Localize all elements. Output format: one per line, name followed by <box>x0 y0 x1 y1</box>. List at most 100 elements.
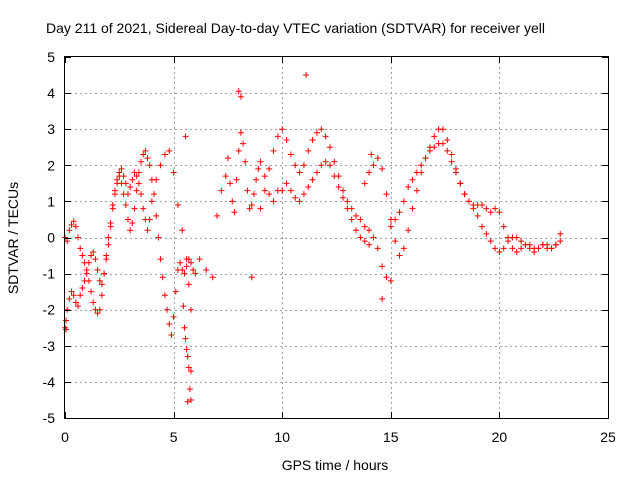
data-point <box>496 209 503 216</box>
data-point <box>181 270 188 277</box>
data-point <box>127 227 134 234</box>
data-point <box>483 205 490 212</box>
data-point <box>331 173 338 180</box>
data-point <box>392 238 399 245</box>
data-point <box>526 245 533 252</box>
data-point <box>283 137 290 144</box>
data-point <box>557 238 564 245</box>
data-point <box>224 155 231 162</box>
y-tick-label: 5 <box>47 49 55 65</box>
data-point <box>237 129 244 136</box>
data-point <box>64 306 71 313</box>
data-point <box>209 274 216 281</box>
y-tick-label: 0 <box>47 230 55 246</box>
data-point <box>122 180 129 187</box>
data-point <box>229 198 236 205</box>
chart-title: Day 211 of 2021, Sidereal Day-to-day VTE… <box>46 20 545 36</box>
data-point <box>287 187 294 194</box>
data-point <box>144 155 151 162</box>
data-point <box>250 191 257 198</box>
data-point <box>79 285 86 292</box>
data-point <box>72 223 79 230</box>
data-point <box>153 212 160 219</box>
data-point <box>146 162 153 169</box>
data-point <box>184 353 191 360</box>
data-point <box>114 180 121 187</box>
data-point <box>98 281 105 288</box>
data-point <box>66 227 73 234</box>
data-point <box>513 248 520 255</box>
data-point <box>431 144 438 151</box>
data-point <box>322 133 329 140</box>
data-point <box>409 205 416 212</box>
data-point <box>94 310 101 317</box>
data-point <box>138 158 145 165</box>
data-point <box>374 245 381 252</box>
data-point <box>124 191 131 198</box>
data-point <box>66 295 73 302</box>
data-point <box>242 158 249 165</box>
data-point <box>452 169 459 176</box>
data-point <box>283 180 290 187</box>
data-point <box>418 162 425 169</box>
data-point <box>279 126 286 133</box>
data-point <box>177 259 184 266</box>
data-point <box>313 169 320 176</box>
data-point <box>270 198 277 205</box>
data-point <box>470 205 477 212</box>
data-point <box>448 158 455 165</box>
data-point <box>81 277 88 284</box>
data-point <box>374 155 381 162</box>
data-point <box>353 227 360 234</box>
data-point <box>474 212 481 219</box>
data-point <box>72 299 79 306</box>
data-point <box>379 165 386 172</box>
y-tick-label: 2 <box>47 157 55 173</box>
data-point <box>183 263 190 270</box>
data-point <box>142 147 149 154</box>
data-point <box>405 227 412 234</box>
x-tick-label: 0 <box>61 429 69 445</box>
data-point <box>140 205 147 212</box>
data-point <box>179 227 186 234</box>
data-point <box>187 306 194 313</box>
data-point <box>148 198 155 205</box>
data-point <box>192 270 199 277</box>
data-point <box>186 386 193 393</box>
data-point <box>309 176 316 183</box>
data-point <box>161 151 168 158</box>
data-points <box>62 72 564 405</box>
data-point <box>187 368 194 375</box>
y-tick-labels: -5 -4 -3 -2 -1 0 1 2 3 4 5 <box>43 49 56 426</box>
data-point <box>348 216 355 223</box>
data-point <box>131 205 138 212</box>
data-point <box>396 209 403 216</box>
data-point <box>518 245 525 252</box>
y-tick-label: -2 <box>43 302 56 318</box>
data-point <box>182 335 189 342</box>
data-point <box>235 88 242 95</box>
data-point <box>396 252 403 259</box>
data-point <box>257 205 264 212</box>
data-point <box>431 133 438 140</box>
data-point <box>492 245 499 252</box>
data-point <box>187 259 194 266</box>
data-point <box>105 241 112 248</box>
data-point <box>326 144 333 151</box>
data-point <box>305 147 312 154</box>
data-point <box>535 245 542 252</box>
data-point <box>257 158 264 165</box>
data-point <box>413 169 420 176</box>
data-point <box>233 176 240 183</box>
data-point <box>75 234 82 241</box>
data-point <box>237 93 244 100</box>
data-point <box>161 292 168 299</box>
data-point <box>296 169 303 176</box>
data-point <box>248 274 255 281</box>
data-point <box>133 187 140 194</box>
data-point <box>92 256 99 263</box>
data-point <box>544 241 551 248</box>
data-point <box>383 274 390 281</box>
data-point <box>166 321 173 328</box>
